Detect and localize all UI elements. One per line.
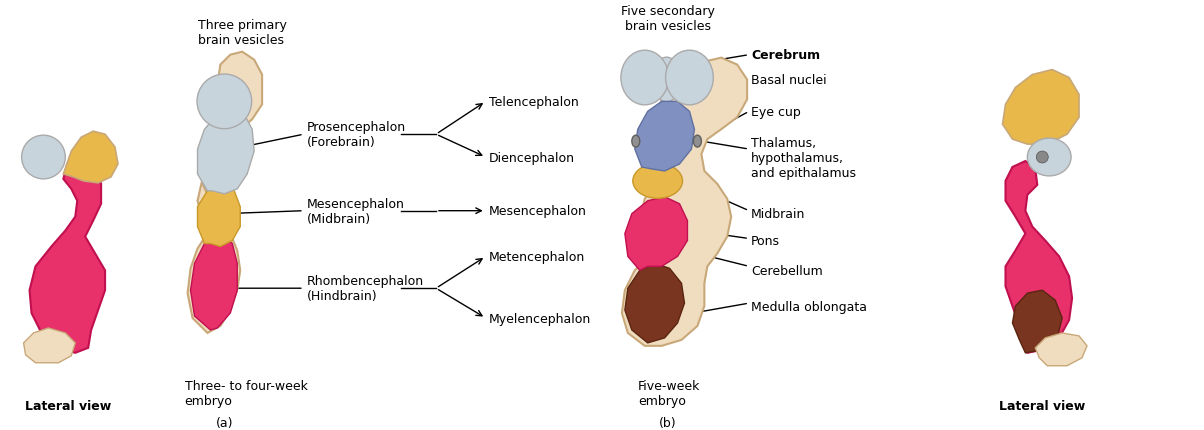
Text: Prosencephalon
(Forebrain): Prosencephalon (Forebrain) bbox=[307, 121, 406, 149]
Ellipse shape bbox=[197, 75, 252, 129]
Text: Myelencephalon: Myelencephalon bbox=[489, 312, 591, 325]
Text: Mesencephalon
(Midbrain): Mesencephalon (Midbrain) bbox=[307, 197, 405, 225]
Polygon shape bbox=[622, 58, 748, 346]
Text: Rhombencephalon
(Hindbrain): Rhombencephalon (Hindbrain) bbox=[307, 275, 424, 303]
Circle shape bbox=[22, 136, 65, 179]
Text: Metencephalon: Metencephalon bbox=[489, 250, 585, 263]
Ellipse shape bbox=[632, 136, 639, 148]
Circle shape bbox=[1037, 152, 1049, 163]
Text: Five-week
embryo: Five-week embryo bbox=[638, 379, 701, 407]
Text: Telencephalon: Telencephalon bbox=[489, 95, 578, 109]
Polygon shape bbox=[1013, 291, 1062, 353]
Text: Thalamus,
hypothalamus,
and epithalamus: Thalamus, hypothalamus, and epithalamus bbox=[751, 136, 856, 179]
Text: Mesencephalon: Mesencephalon bbox=[489, 205, 586, 218]
Text: Three primary
brain vesicles: Three primary brain vesicles bbox=[197, 19, 287, 47]
Polygon shape bbox=[635, 102, 695, 172]
Text: Three- to four-week
embryo: Three- to four-week embryo bbox=[184, 379, 307, 407]
Polygon shape bbox=[190, 234, 237, 330]
Polygon shape bbox=[188, 52, 262, 333]
Polygon shape bbox=[30, 158, 105, 353]
Polygon shape bbox=[197, 110, 254, 194]
Ellipse shape bbox=[653, 58, 680, 103]
Polygon shape bbox=[1003, 71, 1079, 145]
Ellipse shape bbox=[621, 51, 668, 106]
Text: Five secondary
brain vesicles: Five secondary brain vesicles bbox=[620, 5, 714, 33]
Polygon shape bbox=[64, 132, 118, 184]
Text: Pons: Pons bbox=[751, 234, 780, 247]
Text: (a): (a) bbox=[216, 416, 234, 429]
Text: Diencephalon: Diencephalon bbox=[489, 151, 574, 164]
Polygon shape bbox=[625, 197, 687, 271]
Text: Cerebrum: Cerebrum bbox=[751, 49, 820, 62]
Text: Lateral view: Lateral view bbox=[999, 399, 1085, 412]
Polygon shape bbox=[625, 264, 685, 343]
Text: Medulla oblongata: Medulla oblongata bbox=[751, 300, 867, 313]
Text: Eye cup: Eye cup bbox=[751, 105, 801, 119]
Text: Midbrain: Midbrain bbox=[751, 208, 805, 221]
Text: (b): (b) bbox=[659, 416, 677, 429]
Text: Basal nuclei: Basal nuclei bbox=[751, 74, 827, 87]
Polygon shape bbox=[1005, 162, 1072, 353]
Text: Lateral view: Lateral view bbox=[25, 399, 112, 412]
Polygon shape bbox=[24, 328, 76, 363]
Ellipse shape bbox=[666, 51, 713, 106]
Ellipse shape bbox=[694, 136, 702, 148]
Text: Cerebellum: Cerebellum bbox=[751, 264, 822, 277]
Ellipse shape bbox=[633, 164, 683, 199]
Ellipse shape bbox=[1027, 139, 1072, 176]
Polygon shape bbox=[1035, 333, 1087, 366]
Polygon shape bbox=[197, 184, 241, 247]
